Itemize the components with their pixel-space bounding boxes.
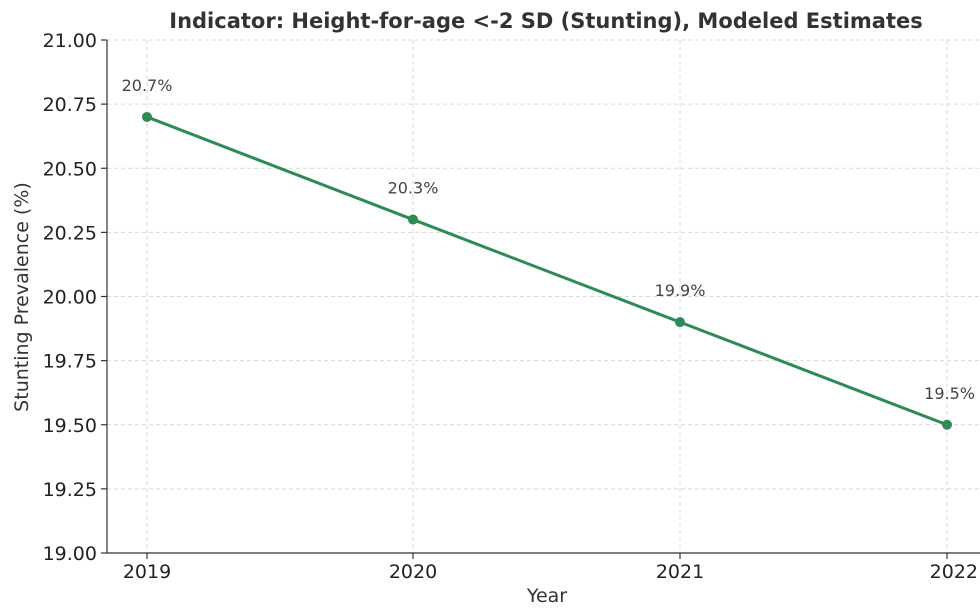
x-ticks: 2019 2020 2021 2022 (123, 553, 978, 583)
x-tick-label: 2020 (389, 561, 437, 583)
y-tick-label: 19.25 (43, 479, 97, 501)
y-tick-label: 19.00 (43, 543, 97, 565)
y-tick-label: 20.25 (43, 222, 97, 244)
data-labels: 20.7% 20.3% 19.9% 19.5% (122, 76, 975, 403)
y-tick-label: 20.00 (43, 287, 97, 309)
x-tick-label: 2022 (930, 561, 978, 583)
chart-title: Indicator: Height-for-age <-2 SD (Stunti… (169, 9, 922, 33)
data-label: 19.9% (655, 281, 706, 300)
data-label: 20.3% (388, 179, 439, 198)
y-tick-label: 21.00 (43, 30, 97, 52)
x-tick-label: 2021 (656, 561, 704, 583)
x-tick-label: 2019 (123, 561, 171, 583)
x-axis-label: Year (526, 585, 567, 607)
data-point (408, 214, 418, 225)
y-tick-label: 19.50 (43, 415, 97, 437)
data-label: 19.5% (924, 384, 975, 403)
y-axis-label: Stunting Prevalence (%) (11, 182, 33, 412)
y-ticks: 19.00 19.25 19.50 19.75 20.00 20.25 20.50 20.75… (43, 30, 107, 565)
data-label: 20.7% (122, 76, 173, 95)
grid-lines (107, 39, 980, 554)
series (142, 111, 952, 430)
data-point (675, 317, 685, 328)
y-tick-label: 19.75 (43, 351, 97, 373)
y-tick-label: 20.50 (43, 158, 97, 180)
y-tick-label: 20.75 (43, 94, 97, 116)
data-point (142, 111, 152, 122)
series-line (145, 115, 949, 427)
data-point (942, 419, 952, 430)
